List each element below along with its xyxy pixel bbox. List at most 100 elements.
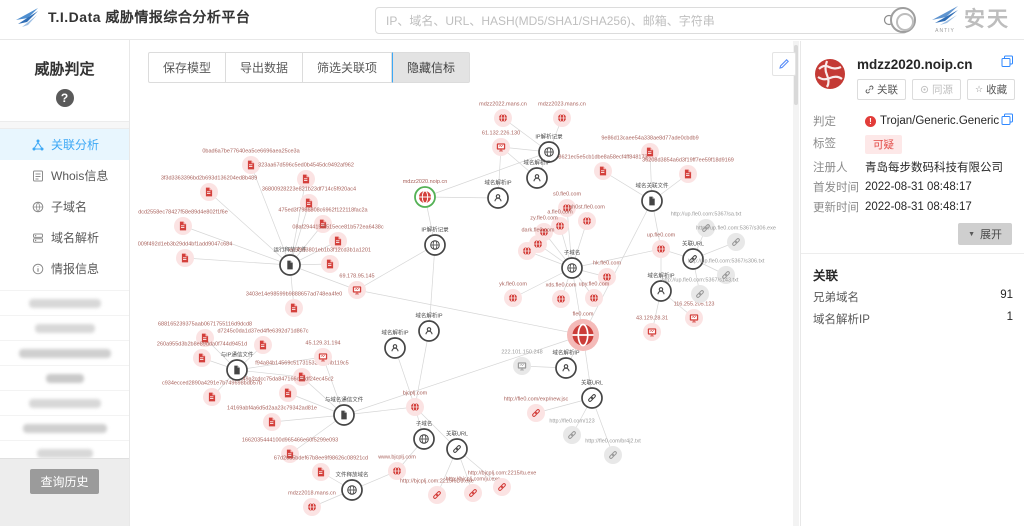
graph-node-f141[interactable]: 14169abf4a6d5d2aa23c79342ad81e bbox=[227, 406, 317, 432]
graph-node-f3f3d[interactable]: 3f3d3363396bd2b693d136204ed8b489 bbox=[161, 176, 257, 202]
graph-node-fle0[interactable]: fle0.com bbox=[567, 312, 599, 352]
graph-node-r6[interactable]: 域名关联文件 bbox=[635, 182, 669, 212]
graph-node-f9e86[interactable]: 9e86d13caee54a338ae8d77ade0cbdb9 bbox=[601, 136, 699, 162]
graph-node-dx1[interactable] bbox=[518, 242, 536, 260]
scrollbar-thumb[interactable] bbox=[794, 45, 798, 105]
graph-node-f3680[interactable]: 36800928223e821b23df714c5f920ac4 bbox=[262, 187, 356, 213]
help-icon[interactable]: ? bbox=[55, 89, 74, 107]
graph-node-ip69[interactable]: 69.178.95.145 bbox=[339, 274, 375, 300]
graph-node-r1[interactable]: IP解析记录 bbox=[535, 133, 563, 163]
graph-node-us306e[interactable]: http://up.fle0.com:5367/s306.exe bbox=[696, 226, 776, 252]
graph-node-dgh[interactable]: gh0st.fle0.com bbox=[569, 205, 605, 231]
graph-node-r15[interactable]: 域名解析IP bbox=[381, 329, 409, 359]
save-model-button[interactable]: 保存模型 bbox=[148, 52, 227, 83]
sidebar-item-intel[interactable]: 情报信息 bbox=[0, 253, 129, 284]
graph-node-ip43[interactable]: 43.129.28.31 bbox=[636, 316, 668, 342]
graph-node-us143[interactable]: http://up.fle0.com:5367/s143.txt bbox=[662, 278, 739, 304]
graph-node-ip222[interactable]: 222.101.150.248 bbox=[501, 350, 543, 376]
graph-node-d23[interactable]: mdzz2023.mans.cn bbox=[538, 102, 586, 128]
redacted-row[interactable] bbox=[0, 365, 129, 390]
favorite-button[interactable]: ☆ 收藏 bbox=[967, 79, 1016, 100]
graph-node-r14[interactable]: 域名解析IP bbox=[415, 312, 443, 342]
sidebar-item-subdomain[interactable]: 子域名 bbox=[0, 191, 129, 222]
graph-node-f260[interactable]: 260a955d3b2b8e89dda0f744d9451d bbox=[157, 342, 247, 368]
graph-node-r7[interactable]: 子域名 bbox=[561, 249, 583, 279]
graph-node-r4[interactable]: 与IP通信文件 bbox=[221, 351, 254, 381]
graph-node-ds0[interactable]: s0.fle0.com bbox=[553, 192, 582, 218]
graph-node-r18[interactable]: 文件释放域名 bbox=[335, 471, 369, 501]
graph-node-dmz18[interactable]: mdzz2018.mans.cn bbox=[288, 491, 336, 517]
graph-node-f8621[interactable]: 8621ec5e5cb1dbe8a58ecf4ff848173 bbox=[558, 155, 648, 181]
relation-row-sibling-domains[interactable]: 兄弟域名 91 bbox=[813, 289, 1013, 305]
user-avatar[interactable] bbox=[890, 7, 916, 33]
redacted-row[interactable] bbox=[0, 290, 129, 315]
graph-node-dyk[interactable]: yk.fle0.com bbox=[499, 282, 527, 308]
graph-node-tgt[interactable]: mdzz2020.noip.cn bbox=[403, 179, 448, 208]
redacted-row[interactable] bbox=[0, 315, 129, 340]
graph-node-dhk[interactable]: hk.fle0.com bbox=[593, 261, 622, 287]
graph-node-dwww[interactable]: www.bjcplj.com bbox=[377, 455, 416, 481]
graph-node-f49a[interactable]: 49a2cdcc75da847166ccadf24ec45c2 bbox=[242, 377, 334, 403]
graph-node-ff94[interactable]: f94a84b14569c51731532a5cbfb119c5 bbox=[255, 361, 349, 387]
graph-node-f009f[interactable]: 009f492d1eb3b29dd4bf1add9047c684 bbox=[138, 242, 233, 268]
graph-node-usa[interactable]: http://up.fle0.com:5367/sa.txt bbox=[671, 212, 742, 238]
graph-node-r5[interactable]: 与域名通信文件 bbox=[325, 396, 364, 426]
graph-node-f688[interactable]: 688165239375aab0671755116d9dcd8 bbox=[158, 322, 252, 348]
graph-node-f3620[interactable]: 36208d3854a6d3f19ff7ee59f18d9169 bbox=[642, 158, 734, 184]
graph-node-us306t[interactable]: http://up.fle0.com:5367/s306.txt bbox=[688, 259, 765, 285]
global-search[interactable] bbox=[375, 7, 907, 34]
redacted-row[interactable] bbox=[0, 415, 129, 440]
graph-node-r16[interactable]: 域名解析IP bbox=[484, 179, 512, 209]
graph-node-f166[interactable]: 1662035444100d965466e60f5299e093 bbox=[242, 438, 338, 464]
sidebar-item-dns[interactable]: 域名解析 bbox=[0, 222, 129, 253]
graph-node-r2[interactable]: IP解析记录 bbox=[421, 226, 449, 256]
graph-node-dxds[interactable]: xds.fle0.com bbox=[546, 283, 577, 309]
redacted-row[interactable] bbox=[0, 340, 129, 365]
graph-node-ip45[interactable]: 45.129.31.194 bbox=[305, 341, 341, 367]
edit-graph-button[interactable] bbox=[772, 52, 796, 76]
vertical-scrollbar[interactable] bbox=[793, 41, 799, 526]
graph-node-dupy[interactable]: upy.fle0.com bbox=[579, 282, 610, 308]
graph-node-fdcd[interactable]: dcd2558ec78427f58e89d4e802f1f6e bbox=[138, 210, 228, 236]
graph-node-unew[interactable]: http://fle0.com/exp/new.jsc bbox=[504, 397, 569, 423]
hide-beacon-button[interactable]: 隐藏信标 bbox=[392, 52, 471, 83]
relate-button[interactable]: 关联 bbox=[857, 79, 906, 100]
redacted-row[interactable] bbox=[0, 440, 129, 465]
graph-node-u6d3[interactable]: http://bjcplj.com:2215/6D3.exe bbox=[400, 479, 474, 505]
redacted-row[interactable] bbox=[0, 390, 129, 415]
graph-node-f323[interactable]: 323aa67d596c5ed0b4545dc9492af962 bbox=[258, 163, 354, 189]
graph-node-f475[interactable]: 475ed3f7986808c6962f122118fac2a bbox=[278, 208, 369, 234]
suspicious-tag-badge[interactable]: 可疑 bbox=[865, 135, 902, 154]
graph-node-r10[interactable]: 关联URL bbox=[581, 379, 603, 409]
copy-icon[interactable] bbox=[1001, 55, 1014, 68]
search-input[interactable] bbox=[386, 8, 866, 33]
copy-icon[interactable] bbox=[1001, 113, 1014, 126]
sidebar-item-whois[interactable]: Whois信息 bbox=[0, 160, 129, 191]
graph-node-uju[interactable]: http://bjcplj.com/ju.exe bbox=[446, 477, 500, 503]
graph-node-r8[interactable]: 子域名 bbox=[413, 420, 435, 450]
graph-node-f67d[interactable]: 67d26d5bdef67b8ee9f98626c08921cd bbox=[274, 456, 368, 482]
graph-node-r13[interactable]: 域名解析IP bbox=[552, 349, 580, 379]
expand-button[interactable]: ▼ 展开 bbox=[958, 223, 1012, 245]
query-history-button[interactable]: 查询历史 bbox=[30, 469, 99, 494]
graph-node-ubr4[interactable]: http://fle0.com/br4j2.txt bbox=[585, 439, 641, 465]
graph-node-r3[interactable]: 运行释放文件 bbox=[273, 246, 307, 276]
graph-node-fec9[interactable]: ec9f9d3801eb1b3f12cd3b1a1201 bbox=[289, 248, 371, 274]
graph-node-utu[interactable]: http://bjcplj.com:2215/tu.exe bbox=[468, 471, 536, 497]
homology-button[interactable]: 同源 bbox=[912, 79, 961, 100]
relation-row-resolved-ips[interactable]: 域名解析IP 1 bbox=[813, 311, 1013, 327]
graph-node-ip116[interactable]: 116.255.205.123 bbox=[674, 302, 715, 328]
graph-node-d22[interactable]: mdzz2022.mans.cn bbox=[479, 102, 527, 128]
graph-node-r12[interactable]: 域名解析IP bbox=[647, 272, 675, 302]
graph-node-r9[interactable]: 关联URL bbox=[682, 240, 704, 270]
graph-node-f3403[interactable]: 3403e14e98599b9888657ad748ea4fe0 bbox=[246, 292, 342, 318]
graph-node-fd72[interactable]: d7245c0da1d37ed4ffe6392d71d867c bbox=[217, 329, 309, 355]
export-data-button[interactable]: 导出数据 bbox=[226, 52, 304, 83]
graph-node-dup[interactable]: up.fle0.com bbox=[647, 233, 676, 259]
filter-relations-button[interactable]: 筛选关联项 bbox=[303, 52, 393, 83]
graph-node-r11[interactable]: 关联URL bbox=[446, 430, 468, 460]
graph-node-dbj[interactable]: bjcplj.com bbox=[403, 391, 428, 417]
graph-node-f0bad[interactable]: 0bad6a7be77640ea5ce6696aea25ce3a bbox=[202, 149, 301, 175]
graph-node-r17[interactable]: 域名解析IP bbox=[523, 159, 551, 189]
